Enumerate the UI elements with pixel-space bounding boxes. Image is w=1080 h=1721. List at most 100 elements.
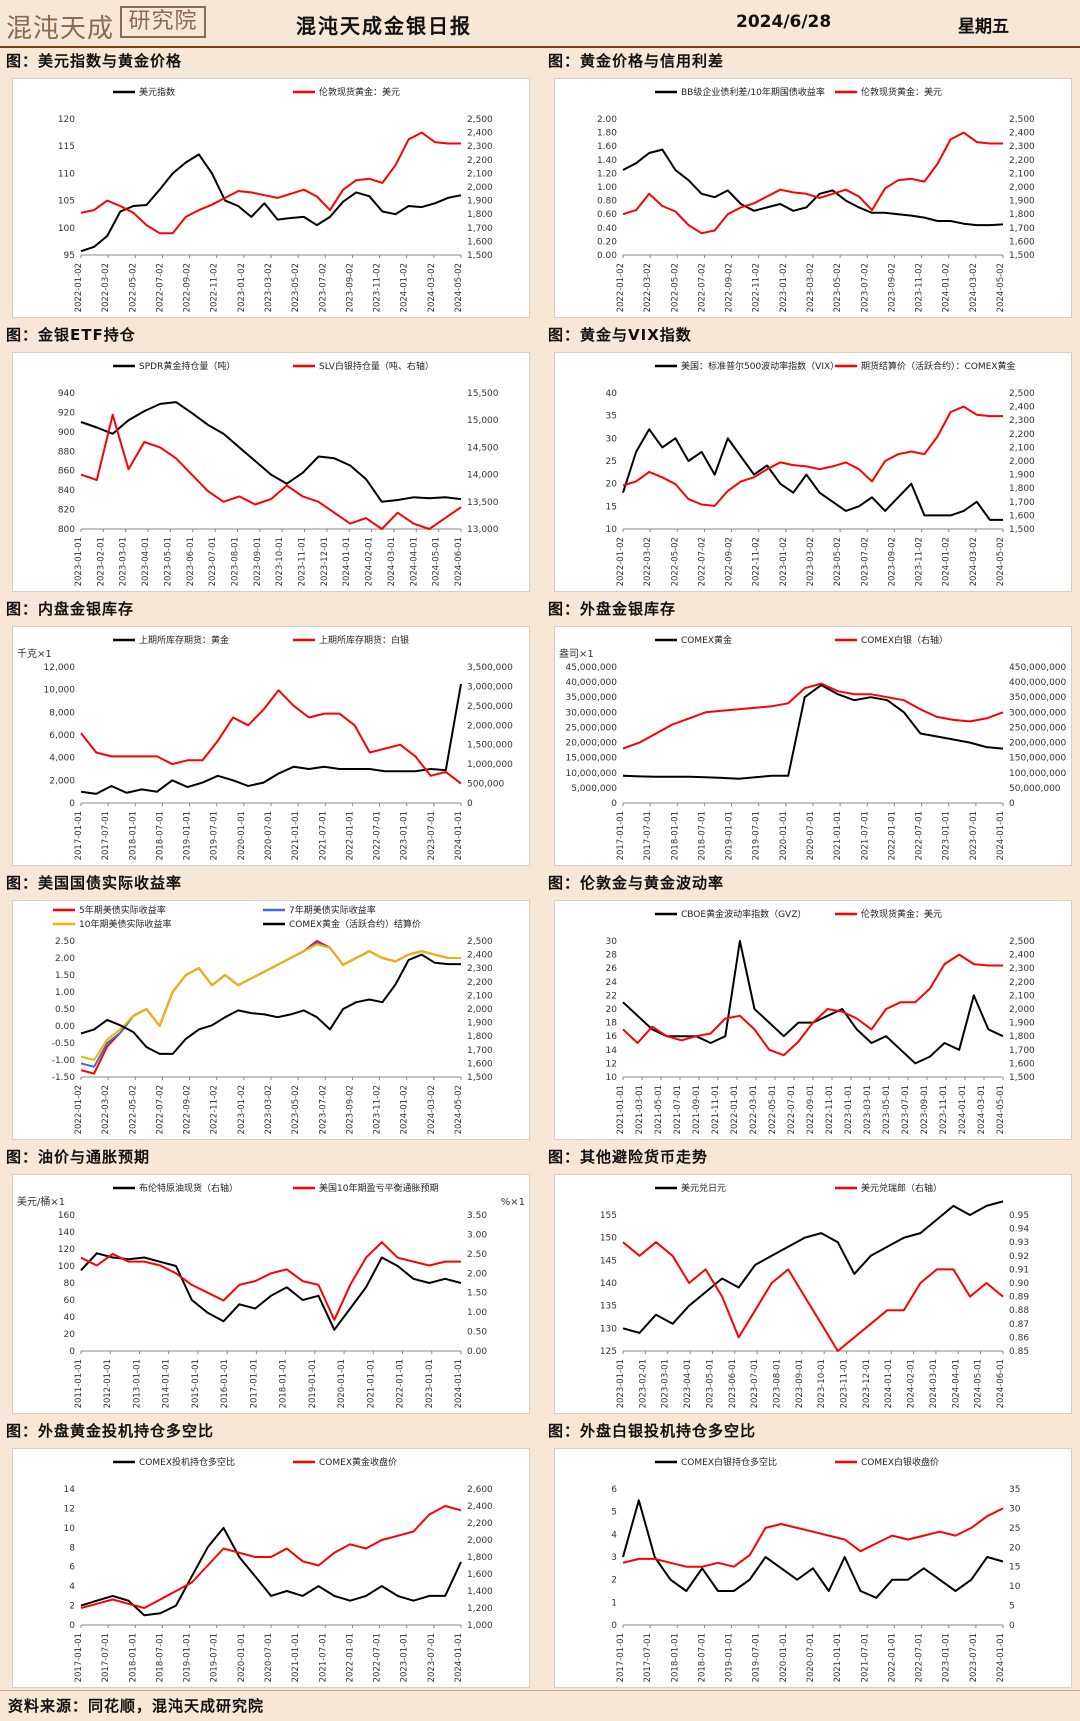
y-left-tick-label: -1.50 <box>52 1073 76 1083</box>
series-line <box>80 1526 462 1617</box>
y-right-tick-label: 450,000,000 <box>1009 663 1067 673</box>
x-tick-label: 2023-07-01 <box>427 811 437 860</box>
x-tick-label: 2019-07-01 <box>210 811 220 860</box>
x-tick-label: 2024-03-02 <box>427 263 437 312</box>
y-right-tick-label: 400,000,000 <box>1009 678 1067 688</box>
legend-label: 伦敦现货黄金：美元 <box>861 908 942 920</box>
x-tick-label: 2019-01-01 <box>725 1633 735 1682</box>
x-tick-label: 2018-07-01 <box>155 811 165 860</box>
y-left-tick-label: 860 <box>58 467 75 477</box>
y-left-tick-label: 1.20 <box>597 169 617 179</box>
x-tick-label: 2022-07-01 <box>915 1633 925 1682</box>
y-left-tick-label: 25 <box>606 457 617 467</box>
y-left-tick-label: 100 <box>58 224 75 234</box>
y-right-tick-label: 2,200 <box>467 978 493 988</box>
y-left-tick-label: 150 <box>600 1234 617 1244</box>
y-left-tick-label: 800 <box>58 525 75 535</box>
legend-label: 美元兑日元 <box>681 1182 726 1194</box>
y-right-tick-label: 1,500,000 <box>467 741 513 751</box>
x-tick-label: 2024-01-01 <box>342 537 352 586</box>
x-tick-label: 2023-01-01 <box>942 1633 952 1682</box>
x-tick-label: 2021-09-01 <box>692 1085 702 1134</box>
x-tick-label: 2022-09-02 <box>725 537 735 586</box>
x-tick-label: 2024-05-02 <box>996 537 1006 586</box>
x-tick-label: 2024-01-01 <box>996 811 1006 860</box>
y-left-tick-label: 0.00 <box>55 1022 75 1032</box>
y-left-tick-label: 8 <box>69 1543 75 1553</box>
y-right-tick-label: 20 <box>1009 1543 1021 1553</box>
y-right-tick-label: 1.50 <box>467 1289 487 1299</box>
legend-label: SPDR黄金持仓量（吨） <box>139 360 235 372</box>
y-right-tick-label: 1,500 <box>1009 1073 1035 1083</box>
y-left-tick-label: 145 <box>600 1256 617 1266</box>
y-left-tick-label: 125 <box>600 1347 617 1357</box>
y-right-tick-label: 0.88 <box>1009 1306 1029 1316</box>
x-tick-label: 2023-06-01 <box>186 537 196 586</box>
y-right-tick-label: 300,000,000 <box>1009 708 1067 718</box>
x-tick-label: 2023-11-02 <box>915 263 925 312</box>
y-right-tick-label: 1,800 <box>467 1032 493 1042</box>
y-left-tick-label: 12,000 <box>44 663 76 673</box>
series-line <box>80 940 461 1075</box>
x-tick-label: 2024-05-02 <box>454 1085 464 1134</box>
x-tick-label: 2022-09-02 <box>183 263 193 312</box>
x-tick-label: 2023-04-01 <box>141 537 151 586</box>
y-left-tick-label: 140 <box>600 1279 617 1289</box>
legend-label: BB级企业债利差/10年期国债收益率 <box>681 86 825 98</box>
x-tick-label: 2023-07-02 <box>860 537 870 586</box>
y-right-tick-label: 0.86 <box>1009 1333 1029 1343</box>
y-left-tick-label: 18 <box>606 1019 618 1029</box>
y-left-tick-label: 6 <box>69 1563 75 1573</box>
y-left-tick-label: 95 <box>64 251 75 261</box>
y-right-tick-label: 50,000,000 <box>1009 784 1061 794</box>
x-tick-label: 2018-01-01 <box>128 1633 138 1682</box>
series-line <box>80 401 462 503</box>
x-tick-label: 2022-11-02 <box>752 537 762 586</box>
x-tick-label: 2023-10-01 <box>275 537 285 586</box>
y-left-tick-label: 20,000,000 <box>565 739 617 749</box>
chart-title: 图：金银ETF持仓 <box>0 322 542 348</box>
y-left-tick-label: 900 <box>58 428 75 438</box>
x-tick-label: 2024-03-02 <box>969 263 979 312</box>
x-tick-label: 2011-01-01 <box>74 1359 84 1408</box>
chart-panel: 0 20 40 60 80 100 120 140 160 0.00 0.50 1.00 1.50 2.0… <box>12 1174 530 1414</box>
y-right-tick-label: 1,400 <box>467 1587 493 1597</box>
x-tick-label: 2023-09-02 <box>345 263 355 312</box>
y-right-tick-label: 1,800 <box>467 210 493 220</box>
x-tick-label: 2024-01-02 <box>400 263 410 312</box>
y-left-tick-label: 14 <box>64 1485 76 1495</box>
y-right-tick-label: 0.95 <box>1009 1211 1029 1221</box>
legend-label: 美元指数 <box>139 86 175 98</box>
y-left-tick-label: 14 <box>606 1046 618 1056</box>
y-left-tick-label: 1.00 <box>597 183 617 193</box>
y-left-tick-label: 4,000 <box>49 754 75 764</box>
series-line <box>622 1241 1004 1352</box>
y-left-tick-label: 2,000 <box>49 776 75 786</box>
series-line <box>622 1200 1004 1334</box>
chart-panel: 10 15 20 25 30 35 40 1,500 1,600 1,700 1,800 1,900 2… <box>554 352 1072 592</box>
y-right-tick-label: 3.50 <box>467 1211 487 1221</box>
y-right-tick-label: 1,500 <box>1009 525 1035 535</box>
y-left-tick-label: -0.50 <box>52 1039 76 1049</box>
y-right-tick-label: 2,000 <box>1009 1005 1035 1015</box>
x-tick-label: 2023-02-01 <box>638 1359 648 1408</box>
y-left-tick-label: 15 <box>606 502 617 512</box>
x-tick-label: 2020-01-01 <box>237 811 247 860</box>
series-line <box>80 1241 461 1321</box>
y-right-tick-label: 2,300 <box>467 964 493 974</box>
y-right-tick-label: 2,500 <box>467 937 493 947</box>
y-right-tick-label: 2,100 <box>1009 991 1035 1001</box>
x-tick-label: 2021-01-01 <box>366 1359 376 1408</box>
x-tick-label: 2015-01-01 <box>191 1359 201 1408</box>
y-right-tick-label: 2,500 <box>1009 115 1035 125</box>
y-left-tick-label: -1.00 <box>52 1056 76 1066</box>
y-right-tick-label: 1,600 <box>467 1059 493 1069</box>
x-tick-label: 2023-07-01 <box>969 1633 979 1682</box>
chart-panel: 0.00 0.20 0.40 0.60 0.80 1.00 1.20 1.40 1.60 1.80… <box>554 78 1072 318</box>
x-tick-label: 2018-01-01 <box>670 811 680 860</box>
y-right-tick-label: 0 <box>1009 1621 1015 1631</box>
series-line <box>80 1252 462 1331</box>
y-left-tick-label: 920 <box>58 408 75 418</box>
x-tick-label: 2024-05-01 <box>974 1359 984 1408</box>
y-left-tick-label: 940 <box>58 389 75 399</box>
